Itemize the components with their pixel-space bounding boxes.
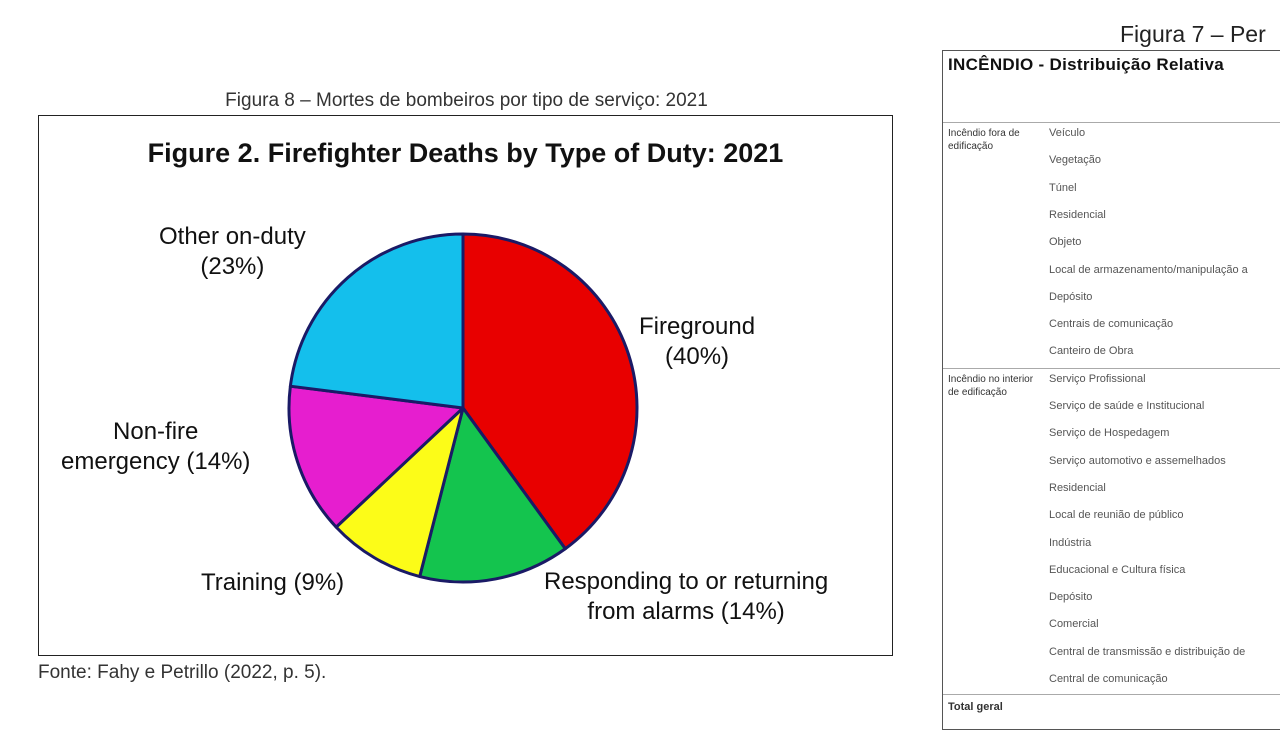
pie-label-line: Non-fire xyxy=(113,418,199,445)
table-row-label: Veículo xyxy=(1049,127,1086,139)
figure-8-caption: Figura 8 – Mortes de bombeiros por tipo … xyxy=(225,90,708,111)
group-label: Incêndio no interior de edificação xyxy=(948,373,1034,398)
figure-7-caption: Figura 7 – Per xyxy=(1120,21,1266,47)
table-row-label: Local de armazenamento/manipulação a xyxy=(1049,263,1248,276)
table-row-label: Serviço de saúde e Institucional xyxy=(1049,400,1205,412)
pie-chart-figure: Figure 2. Firefighter Deaths by Type of … xyxy=(38,115,893,656)
table-row-label: Educacional e Cultura física xyxy=(1049,563,1186,576)
pie-label-line: Other on-duty xyxy=(159,223,306,250)
pie-label-line: Training (9%) xyxy=(201,569,345,596)
pie-label-line: Responding to or returning xyxy=(544,568,829,595)
pie-slice-2 xyxy=(334,406,465,579)
group-divider xyxy=(943,122,1280,123)
table-row-label: Depósito xyxy=(1049,591,1093,604)
table-row-label: Objeto xyxy=(1049,236,1082,249)
table-row-label: Indústria xyxy=(1049,536,1092,549)
table-row-label: Central de transmissão e distribuição de xyxy=(1049,645,1246,658)
table-row-label: Comercial xyxy=(1049,618,1099,631)
total-divider xyxy=(943,694,1280,695)
table-row-label: Residencial xyxy=(1049,481,1106,494)
pie-label-line: emergency (14%) xyxy=(61,448,251,475)
pie-label-4: Other on-duty (23%) xyxy=(159,222,306,282)
total-label: Total geral xyxy=(948,701,1003,713)
table-row-label: Residencial xyxy=(1049,208,1106,221)
pie-slice-3 xyxy=(287,384,465,529)
group-divider xyxy=(943,367,1280,369)
pie-label-line: Fireground xyxy=(639,313,756,340)
table-row-label: Serviço de Hospedagem xyxy=(1049,427,1170,440)
pie-slice-0 xyxy=(461,232,639,551)
pie-label-0: Fireground (40%) xyxy=(639,312,755,372)
table-row-label: Túnel xyxy=(1049,181,1077,194)
distribution-table: INCÊNDIO - Distribuição Relativa Incêndi… xyxy=(942,50,1280,730)
pie-chart xyxy=(287,232,639,584)
pie-label-2: Training (9%) xyxy=(201,568,344,598)
pie-label-line: (23%) xyxy=(200,253,265,280)
group-label: Incêndio fora de edificação xyxy=(948,128,1020,152)
pie-slice-4 xyxy=(288,232,465,410)
table-header: INCÊNDIO - Distribuição Relativa xyxy=(948,55,1224,74)
figure-8-source: Fonte: Fahy e Petrillo (2022, p. 5). xyxy=(38,662,327,683)
table-row-label: Centrais de comunicação xyxy=(1049,318,1174,331)
table-row-label: Vegetação xyxy=(1049,154,1101,167)
table-row-label: Serviço automotivo e assemelhados xyxy=(1049,454,1226,467)
pie-label-1: Responding to or returning from alarms (1… xyxy=(544,567,828,627)
table-row-label: Canteiro de Obra xyxy=(1049,345,1134,358)
chart-title: Figure 2. Firefighter Deaths by Type of … xyxy=(147,138,784,168)
table-row-label: Serviço Profissional xyxy=(1049,372,1146,385)
pie-label-line: (40%) xyxy=(665,343,730,370)
table-row-label: Depósito xyxy=(1049,290,1093,303)
pie-label-line: from alarms (14%) xyxy=(587,598,785,625)
table-row-label: Central de comunicação xyxy=(1049,673,1168,685)
pie-label-3: Non-fire emergency (14%) xyxy=(61,417,250,477)
pie-slice-1 xyxy=(418,406,567,584)
table-row-label: Local de reunião de público xyxy=(1049,509,1184,522)
